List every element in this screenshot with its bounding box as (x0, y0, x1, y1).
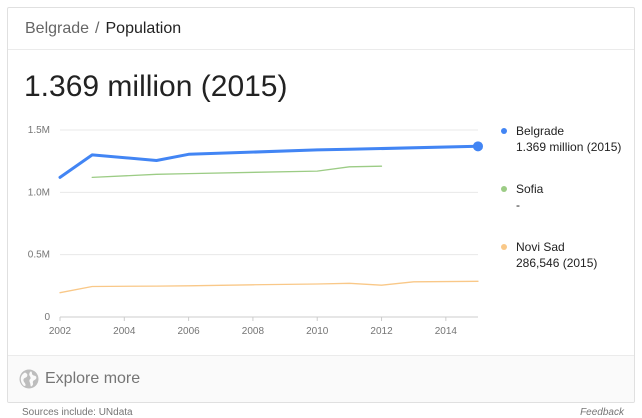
sources-text: Sources include: UNdata (22, 407, 133, 418)
y-tick-label: 1.5M (28, 125, 50, 136)
globe-icon (19, 369, 39, 389)
x-tick-label: 2004 (113, 326, 136, 337)
legend-dot-sofia (501, 186, 507, 192)
y-tick-label: 0 (44, 312, 50, 323)
feedback-link[interactable]: Feedback (580, 407, 624, 418)
series-endpoint-belgrade (473, 141, 483, 152)
population-card: Belgrade / Population 1.369 million (201… (7, 7, 635, 403)
population-line-chart[interactable]: 0 0.5M 1.0M 1.5M 2002 2004 2006 2008 2010 2012 201… (8, 8, 635, 353)
population-headline: 1.369 million (2015) (24, 70, 288, 103)
x-tick-label: 2012 (370, 326, 393, 337)
x-tick-label: 2006 (177, 326, 200, 337)
breadcrumb-current: Population (105, 19, 182, 37)
legend-value: 1.369 million (2015) (516, 140, 622, 154)
y-tick-label: 0.5M (28, 250, 50, 261)
x-tick-label: 2014 (435, 326, 458, 337)
legend-name: Sofia (516, 182, 544, 196)
y-tick-label: 1.0M (28, 187, 50, 198)
series-line-novi-sad (59, 280, 479, 294)
series-line-sofia (91, 165, 383, 179)
legend-name: Novi Sad (516, 240, 565, 254)
breadcrumb: Belgrade / Population (8, 8, 634, 50)
legend-name: Belgrade (516, 124, 565, 138)
x-tick-label: 2008 (242, 326, 265, 337)
breadcrumb-separator: / (95, 19, 100, 37)
explore-more-button[interactable]: Explore more (8, 355, 634, 402)
series-line-belgrade (58, 144, 480, 179)
legend-value: - (516, 198, 520, 212)
x-tick-label: 2010 (306, 326, 329, 337)
legend-dot-novi-sad (501, 244, 507, 250)
explore-more-label: Explore more (45, 370, 141, 387)
legend-dot-belgrade (501, 128, 507, 134)
x-tick-label: 2002 (49, 326, 72, 337)
breadcrumb-parent-link[interactable]: Belgrade (25, 19, 90, 37)
legend-value: 286,546 (2015) (516, 256, 598, 270)
